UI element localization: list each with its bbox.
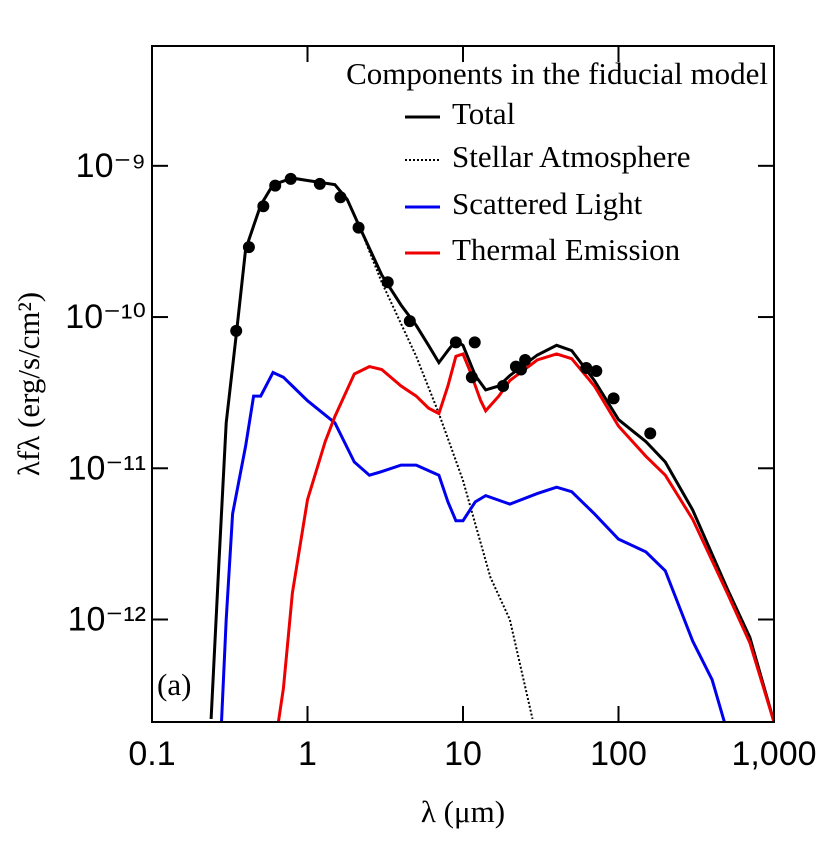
data-point: [230, 324, 243, 337]
annotation: (a): [157, 667, 191, 702]
x-tick-label: 100: [590, 735, 647, 773]
y-tick-label: 10⁻⁹: [76, 147, 146, 185]
x-axis-label: λ (μm): [421, 794, 505, 829]
data-point: [334, 191, 347, 204]
series-line: [276, 352, 774, 722]
data-point: [644, 427, 657, 440]
data-point: [403, 315, 416, 328]
y-tick-label: 10⁻¹⁰: [65, 298, 146, 336]
data-point: [352, 221, 365, 234]
data-point: [284, 172, 297, 185]
x-tick-label: 10: [444, 735, 482, 773]
data-point: [257, 200, 270, 213]
x-tick-label: 1: [298, 735, 317, 773]
legend-label: Total: [452, 96, 515, 131]
series-line: [220, 370, 726, 722]
x-tick-label: 1,000: [731, 735, 816, 773]
data-point: [449, 336, 462, 349]
data-point: [519, 354, 532, 367]
y-tick-label: 10⁻¹¹: [68, 449, 146, 487]
legend-label: Thermal Emission: [452, 232, 681, 267]
data-point: [497, 380, 510, 393]
data-point: [465, 371, 478, 384]
legend-label: Scattered Light: [452, 186, 643, 221]
x-tick-label: 0.1: [128, 735, 175, 773]
data-point: [580, 362, 593, 375]
data-point: [607, 392, 620, 405]
plot-area: [209, 172, 774, 722]
data-point: [590, 364, 603, 377]
data-point: [242, 241, 255, 254]
data-point: [313, 177, 326, 190]
data-point: [468, 336, 481, 349]
y-tick-label: 10⁻¹²: [68, 600, 146, 638]
y-axis-label: λfλ (erg/s/cm²): [11, 292, 46, 476]
data-point: [514, 363, 527, 376]
data-point: [269, 179, 282, 192]
legend-label: Stellar Atmosphere: [452, 139, 690, 174]
data-point: [381, 276, 394, 289]
legend-title: Components in the fiducial model: [346, 56, 768, 91]
